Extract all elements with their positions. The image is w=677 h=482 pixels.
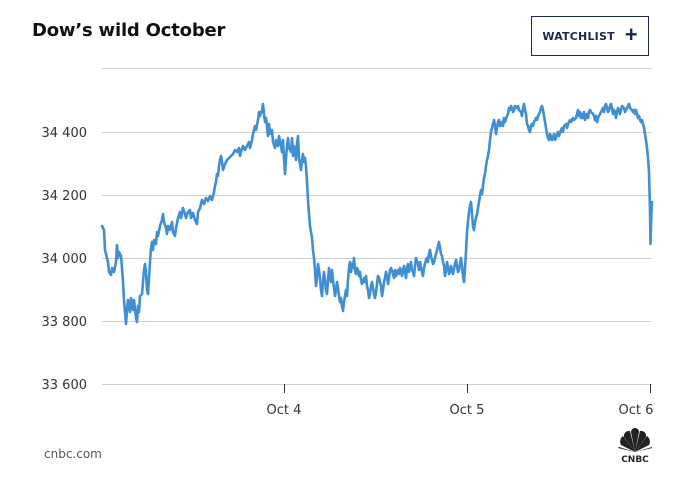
chart-title: Dow’s wild October [32,20,226,41]
x-tick-label: Oct 5 [450,403,485,418]
source-label: cnbc.com [44,447,102,461]
y-tick-label: 33 600 [42,378,88,393]
y-axis: 34 400 34 200 34 000 33 800 33 600 [42,126,88,393]
watchlist-label: WATCHLIST [542,29,615,43]
x-tick-label: Oct 6 [619,403,654,418]
x-axis: Oct 4 Oct 5 Oct 6 [267,384,654,418]
y-tick-label: 34 400 [42,126,88,141]
gridlines [102,68,652,385]
watchlist-button[interactable]: WATCHLIST + [531,16,649,56]
plus-icon: + [624,22,638,47]
dow-price-line [100,102,654,326]
y-tick-label: 34 200 [42,189,88,204]
y-tick-label: 33 800 [42,315,88,330]
y-tick-label: 34 000 [42,252,88,267]
x-tick-label: Oct 4 [267,403,302,418]
cnbc-peacock-logo-icon: CNBC [618,428,653,464]
cnbc-wordmark: CNBC [621,455,649,464]
